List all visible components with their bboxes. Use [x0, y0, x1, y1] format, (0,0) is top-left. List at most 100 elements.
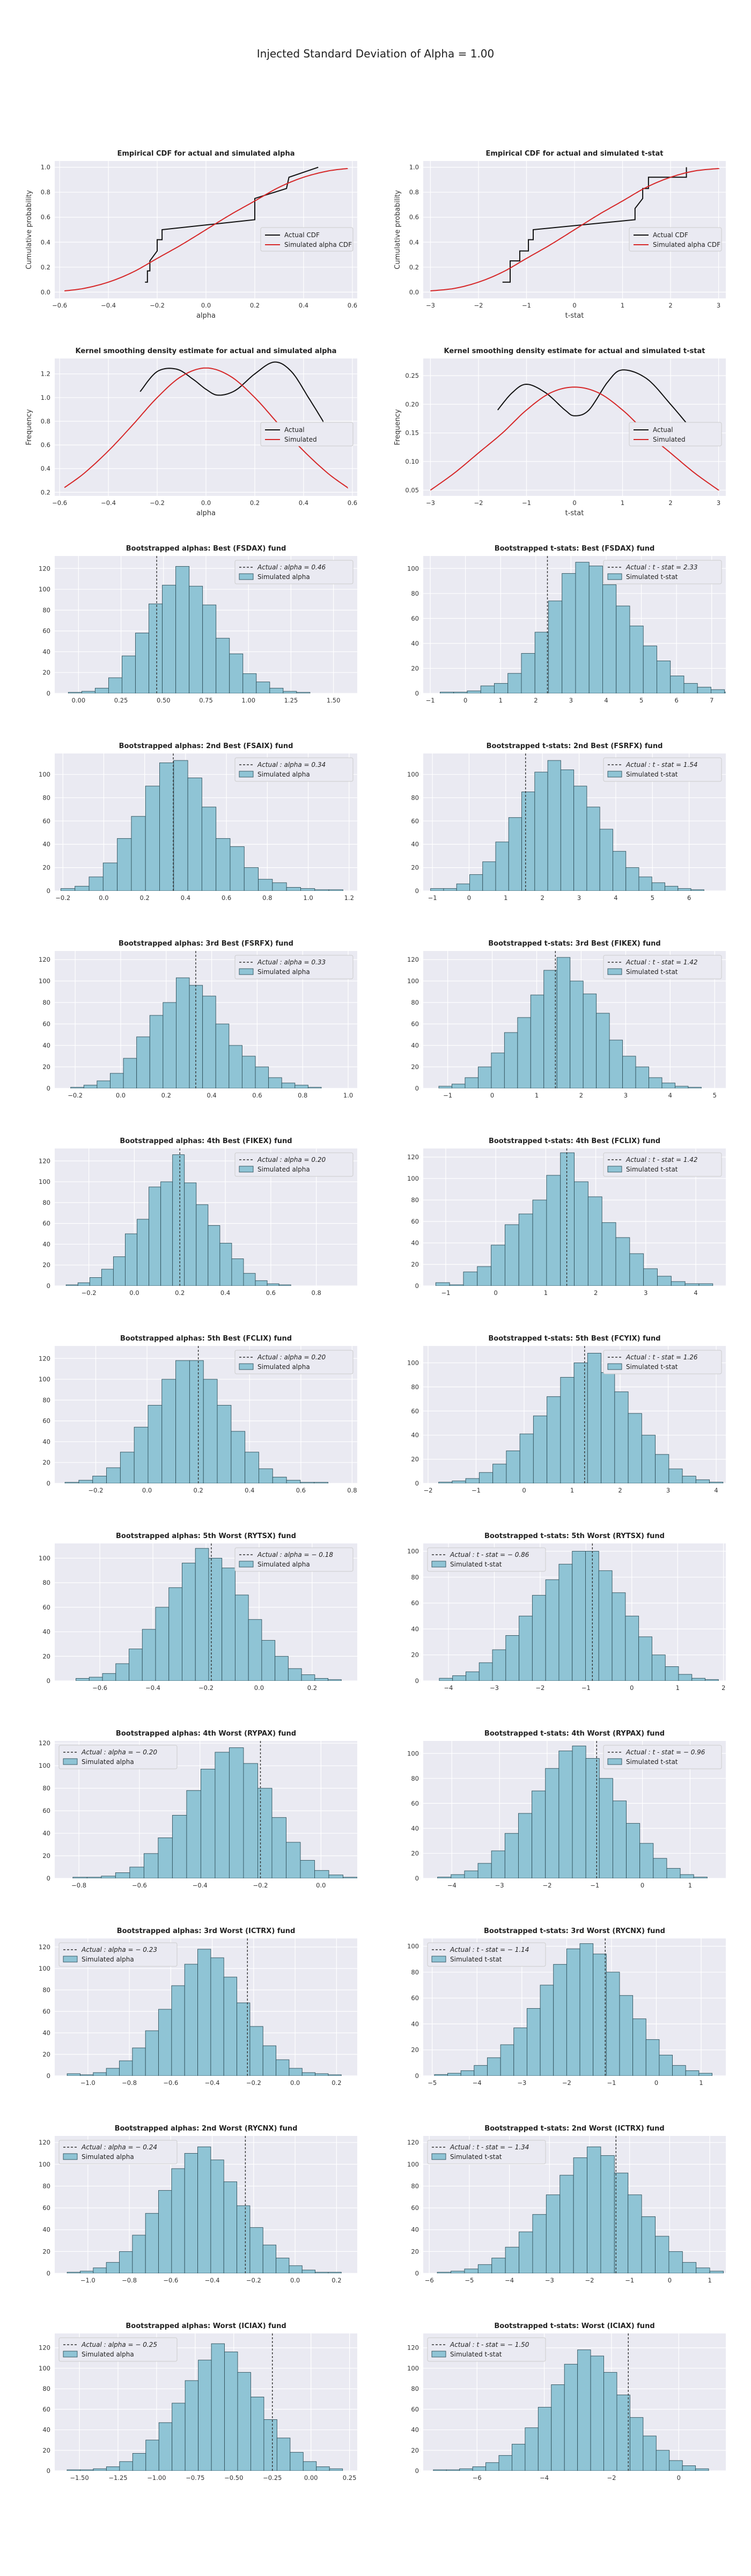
y-tick-label: 40 [411, 640, 419, 647]
plot-marks [433, 2333, 709, 2471]
chart-svg: Empirical CDF for actual and simulated t… [394, 150, 726, 320]
histogram-bar [271, 1817, 286, 1878]
histogram-bar [106, 2466, 120, 2471]
x-tick-label: −1 [443, 1092, 452, 1099]
x-tick-label: −1 [426, 697, 435, 704]
chart-title: Bootstrapped alphas: Best (FSDAX) fund [126, 545, 286, 553]
series-line-simulated [64, 367, 348, 489]
chart-title: Bootstrapped t-stats: 5th Best (FCYIX) f… [488, 1335, 660, 1343]
y-tick-label: 120 [39, 2344, 50, 2352]
y-tick-label: 120 [39, 1157, 50, 1165]
histogram-bar [629, 1253, 644, 1286]
y-tick-label: 40 [411, 2020, 419, 2028]
chart-panel-12: Bootstrapped t-stats: 4th Best (FCLIX) f… [390, 1132, 733, 1318]
x-tick-label: 1 [621, 499, 624, 507]
y-tick-label: 80 [42, 794, 50, 801]
x-tick-label: 0.0 [116, 1092, 126, 1099]
y-tick-label: 0 [415, 2270, 419, 2277]
legend-swatch-simulated [607, 968, 622, 975]
legend-label-simulated: Simulated t-stat [626, 1363, 678, 1371]
histogram-bar [113, 1256, 126, 1286]
histogram-bar [272, 1476, 287, 1483]
histogram-bar [612, 1592, 626, 1681]
histogram-bar [314, 1870, 329, 1878]
histogram-bar [158, 1838, 173, 1878]
y-tick-label: 120 [39, 1355, 50, 1362]
y-tick-label: 100 [407, 1359, 419, 1366]
histogram-bar [478, 1472, 494, 1483]
x-tick-label: 0.4 [299, 499, 308, 507]
histogram-bar [301, 2072, 316, 2076]
histogram-bar [294, 1085, 308, 1088]
histogram-bar [559, 2175, 574, 2273]
histogram-bar [705, 1679, 719, 1681]
histogram-bar [314, 1482, 328, 1483]
legend-swatch-simulated [239, 968, 254, 975]
histogram-bar [303, 2461, 317, 2471]
chart-title: Kernel smoothing density estimate for ac… [444, 347, 705, 355]
histogram-bar [196, 1204, 209, 1286]
y-tick-label: 1.0 [409, 164, 419, 171]
histogram-bar [132, 2047, 146, 2076]
histogram-bar [83, 1085, 98, 1088]
y-tick-label: 120 [407, 1153, 419, 1161]
histogram-bar [579, 1943, 594, 2076]
y-tick-label: 20 [411, 1455, 419, 1463]
legend-label-simulated: Simulated alpha [257, 1561, 310, 1568]
y-tick-label: 0 [47, 887, 50, 895]
y-tick-label: 60 [411, 817, 419, 825]
x-tick-label: 0.0 [99, 894, 108, 902]
histogram-bar [546, 2194, 561, 2273]
histogram-bar [632, 2018, 646, 2076]
histogram-bar [328, 2272, 342, 2273]
y-tick-label: 120 [39, 2139, 50, 2146]
x-tick-label: −1 [590, 1882, 599, 1889]
x-axis-label: t-stat [565, 509, 584, 517]
x-tick-label: 4 [614, 894, 617, 902]
histogram-bar [243, 1273, 256, 1286]
plot-marks [60, 753, 343, 891]
chart-svg: Empirical CDF for actual and simulated a… [25, 150, 357, 320]
histogram-bar [655, 1454, 669, 1483]
histogram-bar [495, 841, 509, 891]
histogram-bar [558, 1564, 573, 1681]
histogram-bar [215, 1023, 230, 1088]
chart-svg: Bootstrapped t-stats: 4th Worst (RYPAX) … [407, 1730, 726, 1889]
x-tick-label: −0.8 [71, 1882, 86, 1889]
histogram-bar [80, 2074, 94, 2076]
histogram-bar [651, 1655, 666, 1681]
plot-marks [438, 1346, 724, 1483]
y-tick-label: 60 [411, 614, 419, 622]
x-tick-label: −0.2 [150, 499, 165, 507]
legend-label: Simulated [284, 436, 317, 443]
chart-title: Bootstrapped t-stats: 5th Worst (RYTSX) … [484, 1532, 665, 1540]
y-tick-label: 0.6 [409, 214, 419, 221]
histogram-bar [286, 1480, 301, 1483]
histogram-bar [682, 1476, 696, 1483]
chart-title: Bootstrapped t-stats: Worst (ICIAX) fund [494, 2322, 654, 2330]
histogram-bar [75, 885, 90, 891]
histogram-bar [149, 1015, 164, 1088]
y-tick-label: 120 [39, 1943, 50, 1951]
x-tick-label: 0.8 [312, 1289, 321, 1297]
histogram-bar [119, 2251, 133, 2273]
x-tick-label: 0.4 [207, 1092, 216, 1099]
histogram-bar [447, 2073, 461, 2076]
x-tick-label: −2 [585, 2277, 594, 2284]
histogram-bar [272, 882, 287, 891]
histogram-bar [530, 994, 544, 1088]
x-tick-label: 0.0 [201, 302, 211, 309]
histogram-bar [456, 883, 470, 891]
legend-swatch-simulated [239, 1561, 254, 1568]
histogram-bar [601, 1222, 616, 1286]
histogram-bar [328, 1679, 342, 1681]
y-tick-label: 20 [42, 1652, 50, 1660]
histogram-bar [434, 2074, 448, 2076]
chart-svg: Bootstrapped alphas: 4th Worst (RYPAX) f… [39, 1730, 357, 1889]
series-line-actual [502, 167, 687, 283]
x-tick-label: 0.25 [114, 697, 128, 704]
histogram-bar [698, 1283, 713, 1286]
histogram-bar [682, 2262, 697, 2273]
legend-label-simulated: Simulated alpha [82, 1956, 134, 1963]
y-tick-label: 100 [39, 1375, 50, 1383]
